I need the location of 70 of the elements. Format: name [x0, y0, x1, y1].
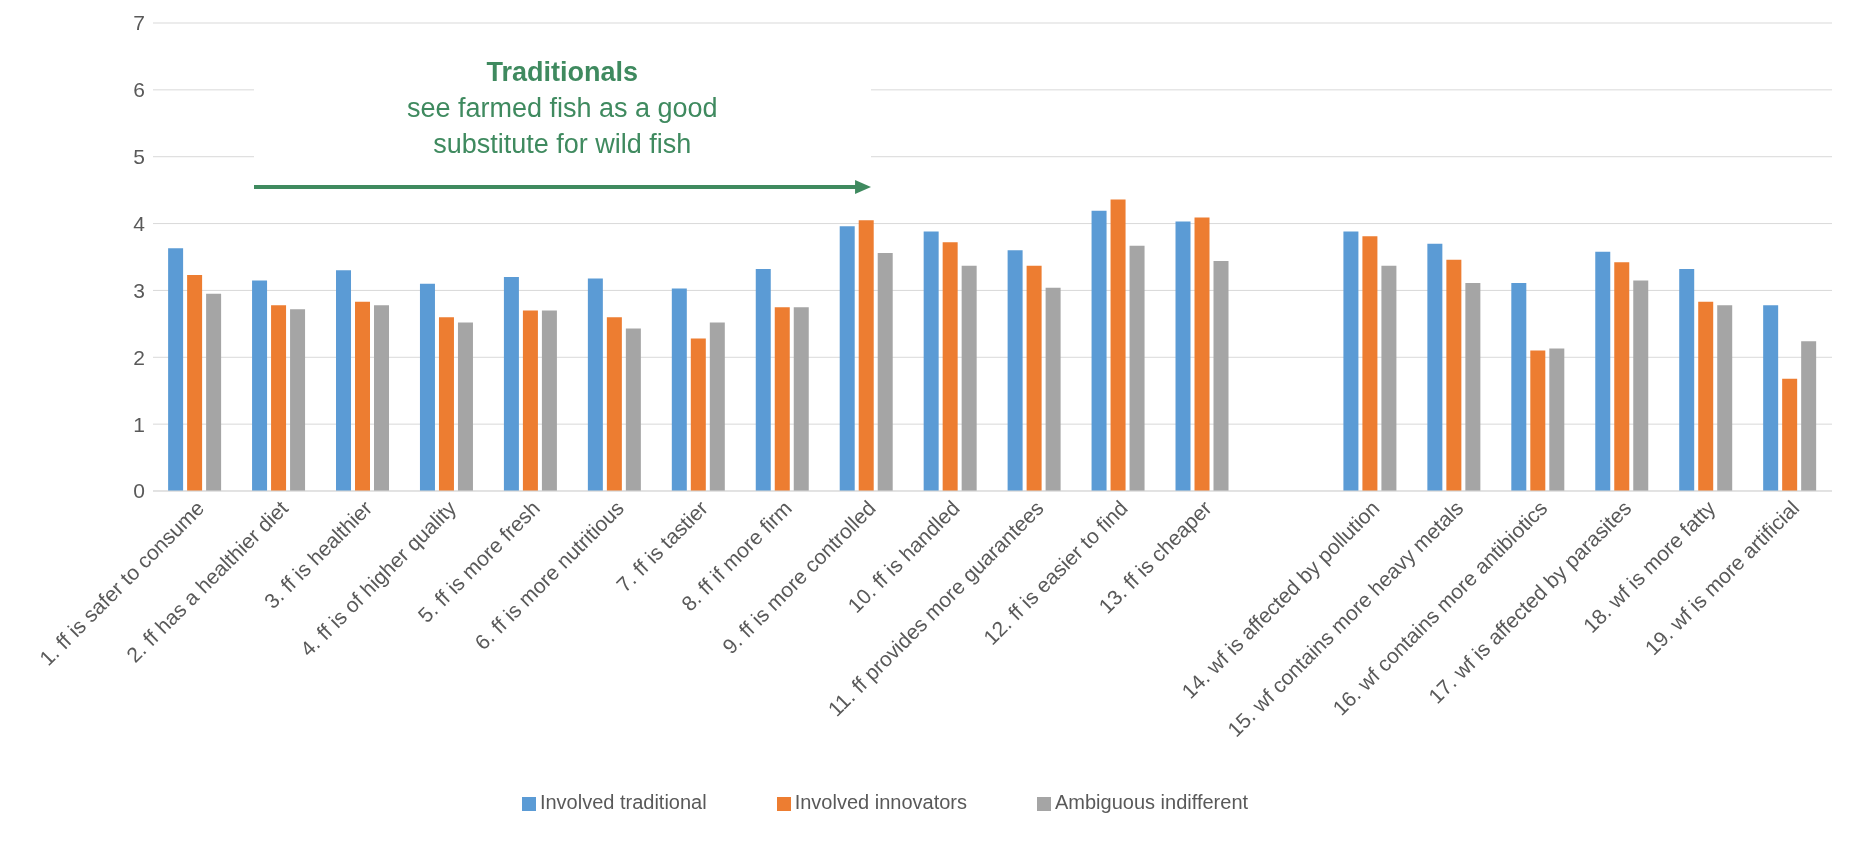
y-tick-label: 1	[133, 412, 145, 436]
bar	[923, 231, 939, 491]
bar	[336, 270, 352, 491]
bar	[1782, 378, 1798, 491]
bar	[522, 310, 538, 491]
bar	[1175, 221, 1191, 491]
bar	[503, 277, 519, 491]
bar	[709, 322, 725, 491]
y-tick-label: 2	[133, 345, 145, 369]
bar	[1679, 269, 1695, 491]
bar	[1194, 217, 1210, 491]
bar	[1614, 262, 1630, 491]
bar	[168, 248, 184, 491]
bar	[961, 265, 977, 491]
bar	[858, 220, 874, 491]
bar	[187, 275, 203, 491]
bar	[1717, 305, 1733, 491]
bar	[355, 301, 371, 491]
bar	[774, 307, 790, 491]
bar	[1381, 265, 1397, 491]
bar	[1091, 210, 1107, 491]
y-tick-label: 7	[133, 11, 145, 35]
bar	[1549, 348, 1565, 491]
bar	[671, 288, 687, 491]
bar	[457, 322, 473, 491]
bar	[625, 328, 641, 491]
bar	[438, 317, 454, 491]
bar	[374, 305, 390, 491]
bar	[755, 269, 771, 491]
bar	[1343, 231, 1359, 491]
bar	[1110, 199, 1126, 491]
bar	[587, 278, 603, 491]
bar	[1633, 280, 1649, 491]
bar	[1007, 250, 1023, 491]
bar	[1129, 245, 1145, 491]
bar	[1465, 283, 1481, 491]
bar	[1213, 261, 1229, 491]
bar	[942, 242, 958, 491]
y-tick-label: 6	[133, 78, 145, 102]
bar	[1446, 259, 1462, 491]
legend-label: Involved innovators	[794, 791, 967, 813]
annotation: see farmed fish as a good substitute for wild fish	[405, 91, 719, 161]
annotation: Traditionals	[485, 55, 639, 89]
y-tick-label: 4	[133, 212, 146, 236]
bar	[206, 293, 222, 491]
bar	[290, 309, 306, 491]
bar	[1026, 265, 1042, 491]
bar	[419, 283, 435, 491]
y-tick-label: 0	[133, 479, 145, 503]
bar	[1045, 287, 1061, 491]
bar	[793, 307, 809, 491]
bar	[541, 310, 557, 491]
bar	[1511, 283, 1527, 491]
bar	[271, 305, 287, 491]
bar	[1801, 341, 1817, 491]
bar	[839, 226, 855, 491]
bar	[1595, 251, 1611, 491]
legend-label: Involved traditional	[539, 791, 707, 813]
bar	[1427, 243, 1443, 491]
legend-label: Ambiguous indifferent	[1055, 791, 1249, 813]
bar	[606, 317, 622, 491]
bar	[252, 280, 268, 491]
y-tick-label: 5	[133, 145, 145, 169]
bar	[1530, 350, 1546, 491]
bar	[1763, 305, 1779, 491]
bar	[1698, 301, 1714, 491]
bar	[690, 338, 706, 491]
y-tick-label: 3	[133, 278, 145, 302]
bar	[1362, 236, 1378, 491]
bar	[877, 252, 893, 491]
